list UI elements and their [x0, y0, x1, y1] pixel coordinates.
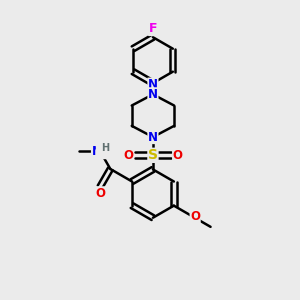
Text: N: N — [148, 130, 158, 143]
Text: N: N — [92, 145, 101, 158]
Text: O: O — [95, 187, 105, 200]
Text: O: O — [173, 149, 183, 162]
Text: O: O — [190, 210, 200, 223]
Text: O: O — [123, 149, 133, 162]
Text: F: F — [149, 22, 157, 35]
Text: N: N — [148, 88, 158, 101]
Text: N: N — [148, 78, 158, 91]
Text: H: H — [101, 142, 110, 153]
Text: S: S — [148, 148, 158, 162]
